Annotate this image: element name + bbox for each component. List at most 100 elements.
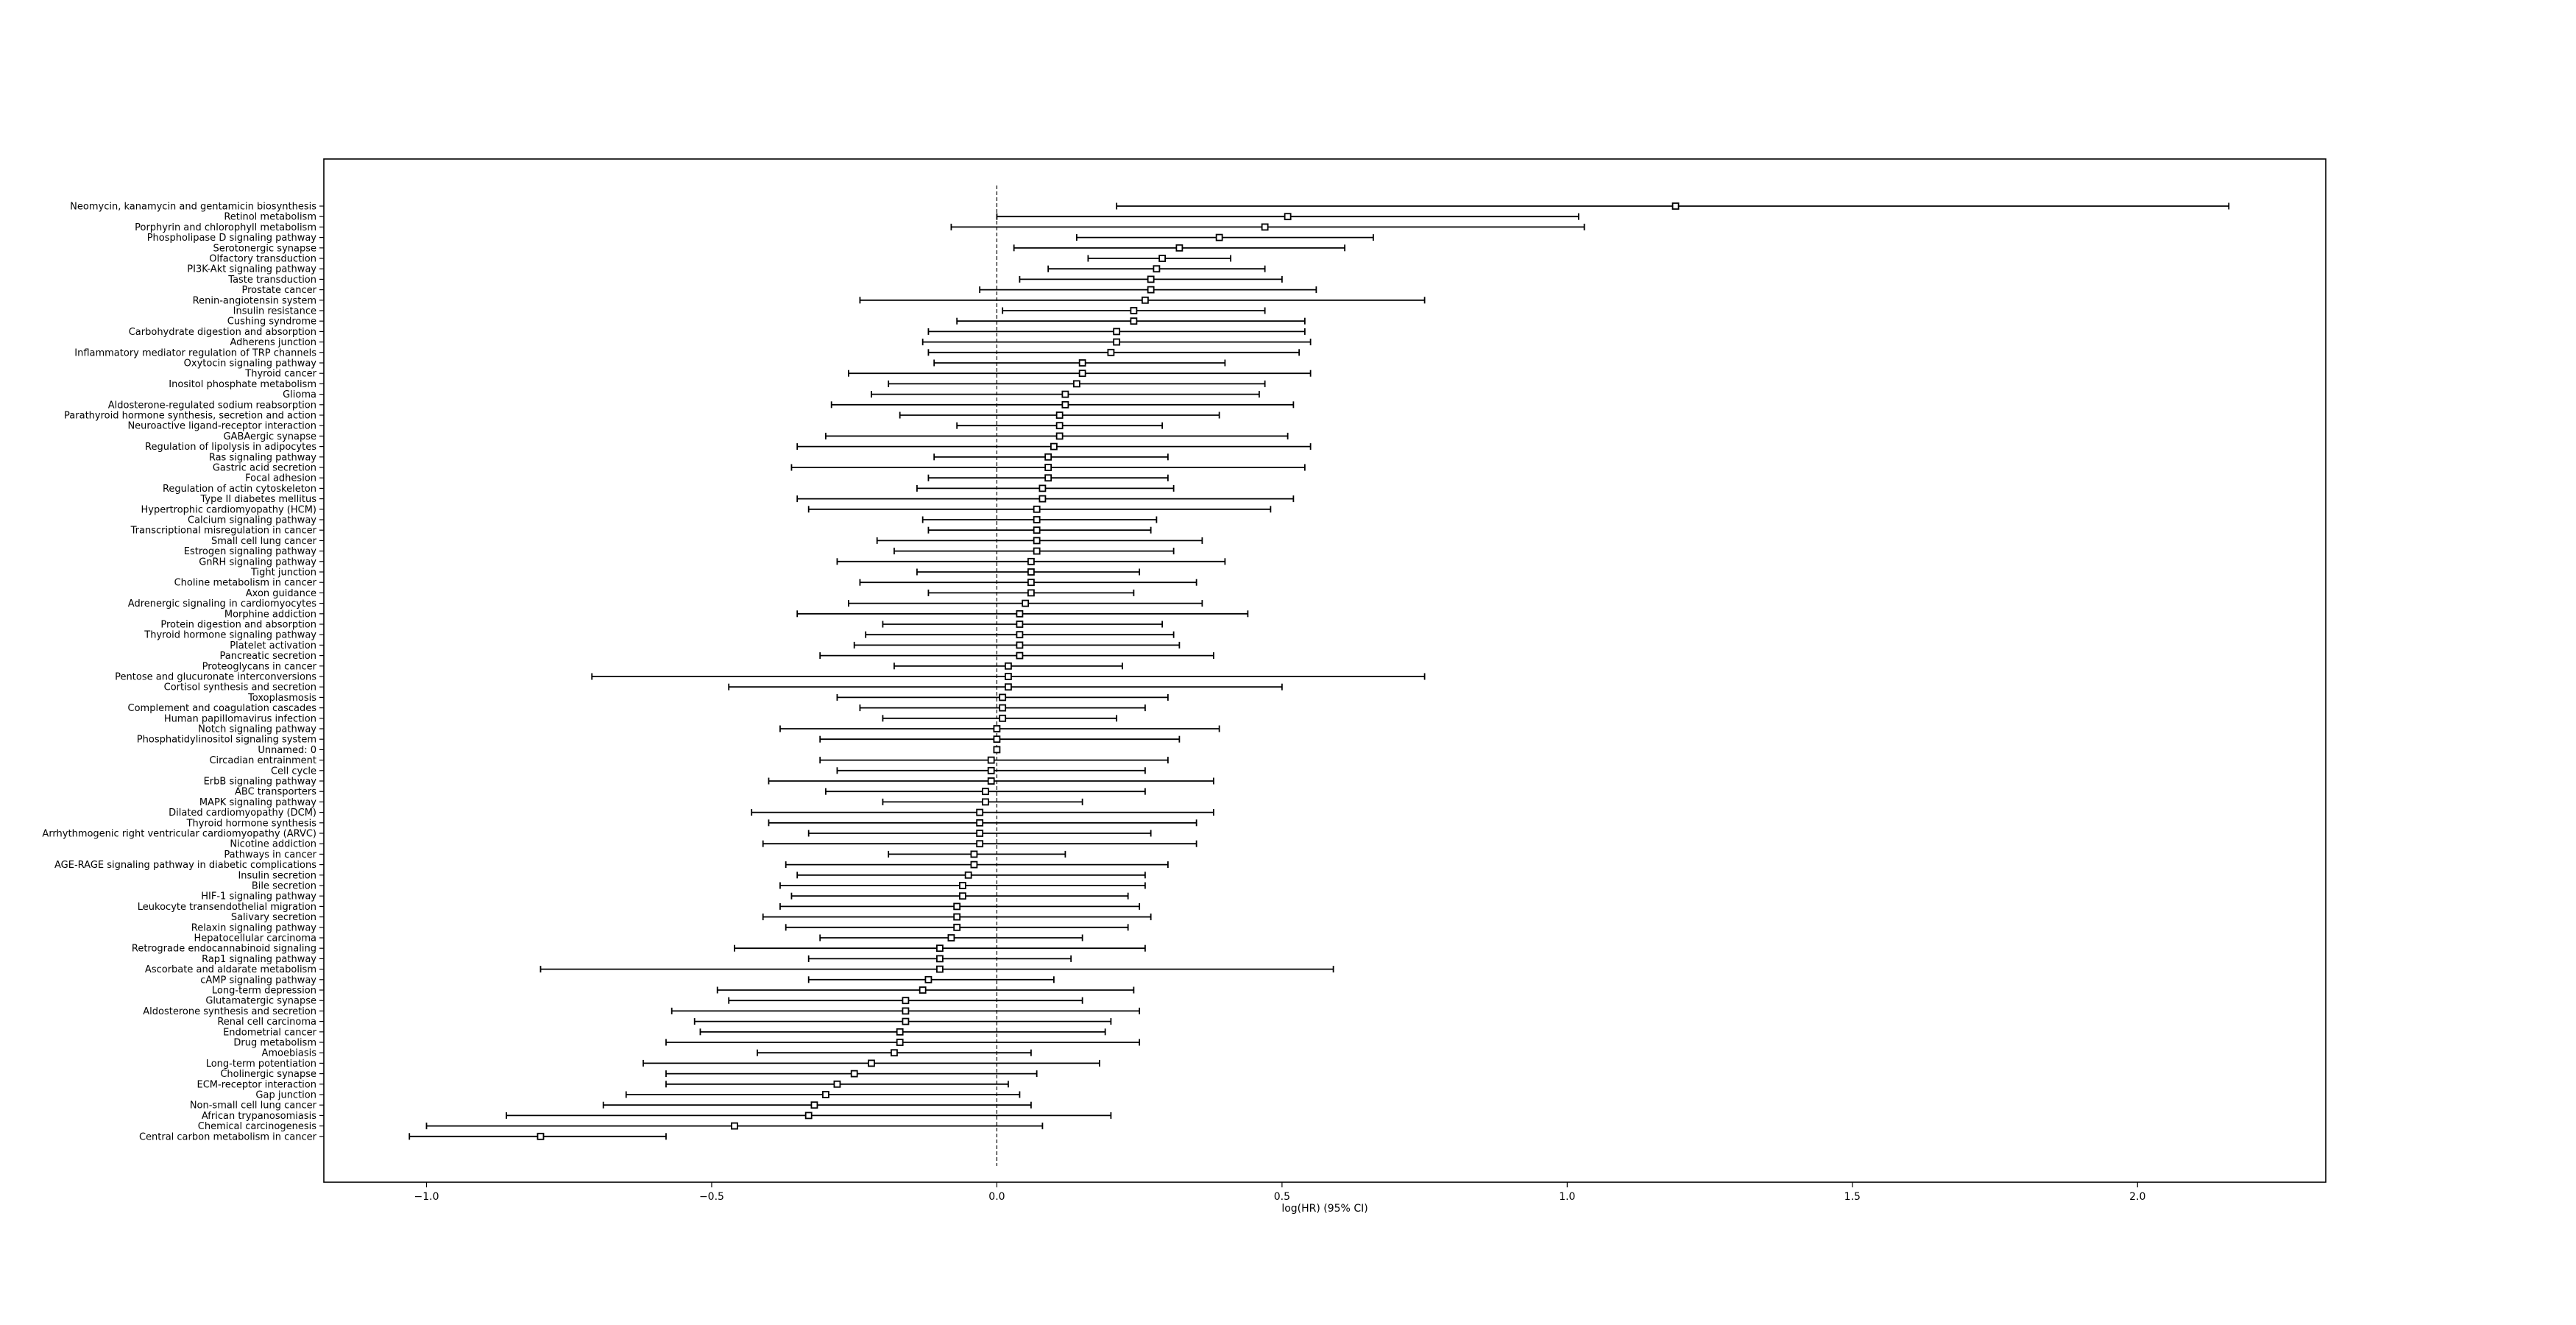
point-estimate bbox=[1050, 442, 1058, 451]
point-estimate bbox=[1671, 202, 1680, 210]
x-tick-label: 0.5 bbox=[1274, 1191, 1290, 1203]
point-estimate bbox=[1153, 265, 1161, 273]
row-ci bbox=[751, 808, 1214, 816]
row-ci bbox=[1076, 233, 1374, 241]
row-label: Human papillomavirus infection bbox=[164, 713, 316, 724]
row-ci bbox=[888, 380, 1266, 388]
row-ci bbox=[1116, 202, 2230, 210]
row-ci bbox=[836, 766, 1146, 774]
x-tick-label: 1.5 bbox=[1844, 1191, 1861, 1203]
row-label: Long-term depression bbox=[212, 986, 316, 997]
point-estimate bbox=[896, 1028, 904, 1036]
point-estimate bbox=[1130, 317, 1138, 325]
row-label: Salivary secretion bbox=[231, 912, 316, 923]
row-label: Gap junction bbox=[255, 1090, 316, 1101]
row-label: Neomycin, kanamycin and gentamicin biosy… bbox=[70, 202, 316, 213]
row-label: Adherens junction bbox=[230, 337, 317, 348]
point-estimate bbox=[987, 777, 995, 785]
row-label: Phosphatidylinositol signaling system bbox=[137, 735, 316, 746]
row-label: Cell cycle bbox=[271, 766, 316, 777]
point-estimate bbox=[976, 840, 984, 848]
row-label: ECM-receptor interaction bbox=[197, 1079, 317, 1090]
row-ci bbox=[916, 568, 1141, 576]
row-ci bbox=[506, 1112, 1112, 1120]
row-ci bbox=[882, 798, 1083, 806]
row-ci bbox=[779, 902, 1141, 911]
point-estimate bbox=[1038, 495, 1047, 503]
row-label: Drug metabolism bbox=[233, 1038, 316, 1049]
row-label: ABC transporters bbox=[235, 787, 316, 798]
row-label: Thyroid cancer bbox=[244, 369, 316, 380]
row-ci bbox=[699, 1028, 1106, 1036]
row-label: Calcium signaling pathway bbox=[188, 515, 316, 526]
point-estimate bbox=[833, 1080, 841, 1088]
row-label: Estrogen signaling pathway bbox=[184, 546, 317, 557]
point-estimate bbox=[1005, 662, 1012, 670]
row-ci bbox=[796, 871, 1146, 879]
row-ci bbox=[819, 651, 1214, 660]
x-axis: −1.0 −0.5 0.0 0.5 1.0 1.5 2.0 bbox=[414, 1182, 2145, 1203]
row-ci bbox=[882, 621, 1164, 628]
point-estimate bbox=[953, 923, 961, 931]
row-ci bbox=[728, 997, 1083, 1005]
row-label: Retrograde endocannabinoid signaling bbox=[132, 944, 316, 955]
row-ci bbox=[956, 317, 1306, 325]
row-label: Leukocyte transendothelial migration bbox=[138, 902, 316, 913]
row-label: Olfactory transduction bbox=[209, 254, 316, 265]
point-estimate bbox=[1016, 651, 1024, 660]
row-ci bbox=[807, 955, 1072, 963]
point-estimate bbox=[1005, 673, 1012, 680]
row-ci bbox=[425, 1122, 1044, 1130]
point-estimate bbox=[1022, 599, 1030, 607]
row-label: Aldosterone-regulated sodium reabsorptio… bbox=[108, 400, 316, 411]
row-label: Glioma bbox=[283, 389, 316, 400]
row-label: Hepatocellular carcinoma bbox=[194, 933, 316, 944]
row-label: Long-term potentiation bbox=[206, 1059, 316, 1070]
row-ci bbox=[916, 484, 1175, 492]
point-estimate bbox=[1044, 464, 1052, 471]
row-ci bbox=[819, 735, 1181, 743]
point-estimate bbox=[1027, 589, 1035, 597]
point-estimate bbox=[924, 975, 933, 983]
row-label: Morphine addiction bbox=[224, 609, 316, 620]
point-estimate bbox=[810, 1101, 818, 1109]
row-label: Chemical carcinogenesis bbox=[198, 1121, 316, 1132]
row-label: Type II diabetes mellitus bbox=[200, 494, 317, 505]
row-label: Phospholipase D signaling pathway bbox=[147, 233, 317, 244]
row-label: Endometrial cancer bbox=[223, 1027, 317, 1038]
row-label: Aldosterone synthesis and secretion bbox=[143, 1006, 316, 1017]
row-label: Pancreatic secretion bbox=[220, 651, 317, 662]
row-ci bbox=[859, 704, 1146, 712]
point-estimate bbox=[1107, 348, 1115, 356]
row-ci bbox=[1019, 275, 1283, 283]
x-tick-label: 0.0 bbox=[988, 1191, 1005, 1203]
row-ci bbox=[762, 840, 1197, 848]
point-estimate bbox=[993, 725, 1001, 732]
row-label: Notch signaling pathway bbox=[198, 724, 316, 735]
row-ci bbox=[853, 641, 1181, 649]
row-label: Ras signaling pathway bbox=[209, 452, 316, 463]
point-estimate bbox=[1033, 547, 1041, 555]
point-estimate bbox=[1113, 328, 1121, 336]
point-estimate bbox=[891, 1049, 898, 1057]
point-estimate bbox=[1158, 255, 1167, 262]
row-ci bbox=[665, 1039, 1141, 1046]
point-estimate bbox=[1016, 641, 1024, 649]
row-ci bbox=[539, 965, 1334, 973]
row-ci bbox=[757, 1049, 1032, 1057]
row-label: Central carbon metabolism in cancer bbox=[139, 1131, 317, 1142]
row-ci bbox=[790, 892, 1129, 900]
point-estimate bbox=[1078, 359, 1086, 367]
row-label: Parathyroid hormone synthesis, secretion… bbox=[64, 411, 316, 422]
row-label: Dilated cardiomyopathy (DCM) bbox=[169, 808, 316, 819]
point-estimate bbox=[987, 766, 995, 774]
point-estimate bbox=[1027, 568, 1035, 576]
axes-frame bbox=[323, 158, 2326, 1183]
row-label: Rap1 signaling pathway bbox=[202, 954, 316, 965]
row-ci bbox=[996, 213, 1579, 221]
row-ci bbox=[693, 1017, 1112, 1025]
point-estimate bbox=[1033, 505, 1041, 513]
point-estimate bbox=[970, 861, 978, 869]
row-ci bbox=[876, 537, 1203, 545]
point-estimate bbox=[936, 955, 944, 963]
